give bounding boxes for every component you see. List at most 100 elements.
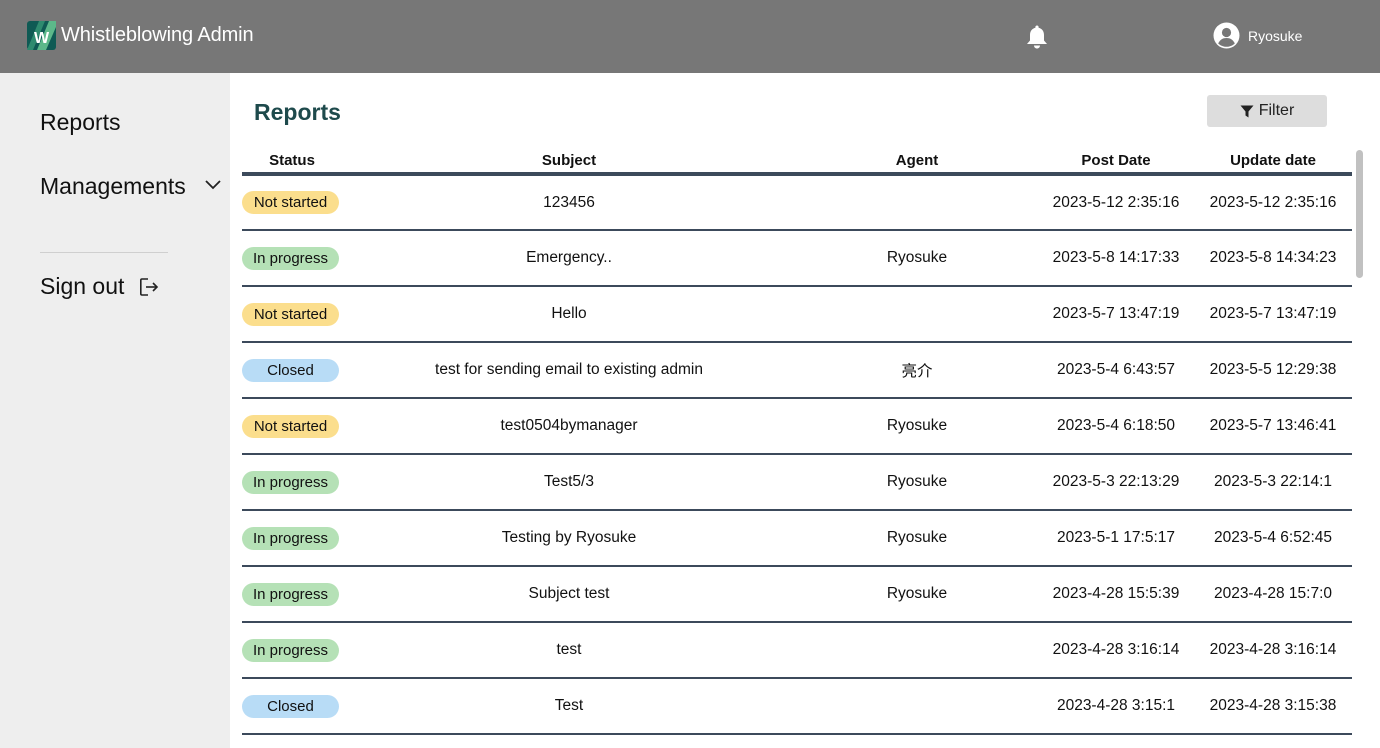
status-cell: Not started — [242, 398, 342, 455]
status-cell: Not started — [242, 286, 342, 343]
update-date-cell: 2023-5-7 13:46:41 — [1194, 398, 1352, 455]
post-date-cell: 2023-5-3 22:13:29 — [1038, 454, 1194, 511]
status-cell: In progress — [242, 454, 342, 511]
filter-button[interactable]: Filter — [1207, 95, 1327, 127]
subject-cell: Testing by Ryosuke — [342, 510, 796, 567]
subject-cell: 123456 — [342, 174, 796, 231]
agent-cell — [796, 678, 1038, 735]
status-cell: In progress — [242, 566, 342, 623]
post-date-cell: 2023-4-28 3:16:14 — [1038, 622, 1194, 679]
table-row[interactable]: Not started 123456 2023-5-12 2:35:16 202… — [242, 174, 1352, 231]
table-row[interactable]: In progress Test5/3 Ryosuke 2023-5-3 22:… — [242, 454, 1352, 511]
agent-cell — [796, 174, 1038, 231]
agent-cell — [796, 622, 1038, 679]
status-cell: Not started — [242, 174, 342, 231]
user-name: Ryosuke — [1248, 27, 1303, 44]
vertical-scrollbar[interactable] — [1354, 146, 1366, 748]
subject-cell: test — [342, 622, 796, 679]
post-date-cell: 2023-5-7 13:47:19 — [1038, 286, 1194, 343]
user-circle-icon — [1213, 22, 1240, 49]
status-cell: In progress — [242, 230, 342, 287]
status-cell: In progress — [242, 622, 342, 679]
post-date-cell: 2023-5-12 2:35:16 — [1038, 174, 1194, 231]
sidebar-item-label: Sign out — [40, 273, 125, 299]
table-row[interactable]: Closed test for sending email to existin… — [242, 342, 1352, 399]
status-badge: Closed — [242, 694, 339, 718]
subject-cell: Subject test — [342, 566, 796, 623]
user-menu[interactable]: Ryosuke — [1213, 22, 1302, 49]
sidebar-item-sign-out[interactable]: Sign out — [40, 273, 160, 300]
bell-icon — [1027, 25, 1047, 49]
chevron-down-icon — [205, 180, 221, 190]
subject-cell: Test5/3 — [342, 454, 796, 511]
subject-cell: test0504bymanager — [342, 398, 796, 455]
scrollbar-thumb[interactable] — [1356, 150, 1363, 278]
sidebar-item-reports[interactable]: Reports — [40, 109, 121, 135]
post-date-cell: 2023-4-28 3:15:1 — [1038, 678, 1194, 735]
agent-cell: 亮介 — [796, 342, 1038, 399]
status-badge: Not started — [242, 414, 339, 438]
subject-cell: Test — [342, 678, 796, 735]
sidebar-item-label: Managements — [40, 173, 186, 199]
table-row[interactable]: In progress test 2023-4-28 3:16:14 2023-… — [242, 622, 1352, 679]
sidebar: Reports Managements Sign out — [0, 73, 230, 748]
agent-cell: Ryosuke — [796, 398, 1038, 455]
status-cell: Closed — [242, 342, 342, 399]
table-row[interactable]: Closed Test 2023-4-28 3:15:1 2023-4-28 3… — [242, 678, 1352, 735]
sidebar-divider — [40, 252, 168, 253]
table-row[interactable]: In progress Subject test Ryosuke 2023-4-… — [242, 566, 1352, 623]
status-badge: Not started — [242, 191, 339, 214]
post-date-cell: 2023-4-28 15:5:39 — [1038, 566, 1194, 623]
agent-cell — [796, 286, 1038, 343]
update-date-cell: 2023-4-28 3:16:14 — [1194, 622, 1352, 679]
status-badge: Not started — [242, 302, 339, 326]
agent-cell: Ryosuke — [796, 566, 1038, 623]
status-cell: Closed — [242, 678, 342, 735]
table-header-row: Status Subject Agent Post Date Update da… — [242, 149, 1352, 176]
update-date-cell: 2023-4-28 3:15:38 — [1194, 678, 1352, 735]
status-badge: In progress — [242, 638, 339, 662]
subject-cell: Hello — [342, 286, 796, 343]
column-header-post-date[interactable]: Post Date — [1038, 149, 1194, 176]
main-content: Reports Filter Status Subject Agent Post… — [230, 73, 1380, 748]
funnel-icon — [1240, 105, 1254, 117]
notifications-button[interactable] — [1024, 22, 1050, 52]
post-date-cell: 2023-5-4 6:18:50 — [1038, 398, 1194, 455]
table-row[interactable]: In progress Emergency.. Ryosuke 2023-5-8… — [242, 230, 1352, 287]
top-bar: W Whistleblowing Admin Ryosuke — [0, 0, 1380, 73]
column-header-subject[interactable]: Subject — [342, 149, 796, 176]
filter-label: Filter — [1258, 102, 1295, 119]
agent-cell: Ryosuke — [796, 230, 1038, 287]
brand[interactable]: W Whistleblowing Admin — [27, 21, 254, 50]
status-badge: In progress — [242, 470, 339, 494]
update-date-cell: 2023-5-3 22:14:1 — [1194, 454, 1352, 511]
post-date-cell: 2023-5-8 14:17:33 — [1038, 230, 1194, 287]
post-date-cell: 2023-5-1 17:5:17 — [1038, 510, 1194, 567]
status-badge: In progress — [242, 526, 339, 550]
update-date-cell: 2023-5-5 12:29:38 — [1194, 342, 1352, 399]
app-name: Whistleblowing Admin — [61, 24, 254, 46]
column-header-status[interactable]: Status — [242, 149, 342, 176]
ww-logo-icon: W — [27, 21, 56, 50]
table-row[interactable]: Not started Hello 2023-5-7 13:47:19 2023… — [242, 286, 1352, 343]
status-badge: In progress — [242, 582, 339, 606]
update-date-cell: 2023-5-4 6:52:45 — [1194, 510, 1352, 567]
status-badge: Closed — [242, 358, 339, 382]
column-header-agent[interactable]: Agent — [796, 149, 1038, 176]
svg-text:W: W — [34, 30, 50, 47]
column-header-update-date[interactable]: Update date — [1194, 149, 1352, 176]
update-date-cell: 2023-5-8 14:34:23 — [1194, 230, 1352, 287]
sign-out-icon — [140, 277, 159, 296]
subject-cell: test for sending email to existing admin — [342, 342, 796, 399]
reports-table: Status Subject Agent Post Date Update da… — [242, 149, 1352, 735]
table-row[interactable]: In progress Testing by Ryosuke Ryosuke 2… — [242, 510, 1352, 567]
status-cell: In progress — [242, 510, 342, 567]
page-title: Reports — [254, 99, 341, 125]
update-date-cell: 2023-4-28 15:7:0 — [1194, 566, 1352, 623]
post-date-cell: 2023-5-4 6:43:57 — [1038, 342, 1194, 399]
sidebar-item-managements[interactable]: Managements — [40, 173, 225, 200]
table-row[interactable]: Not started test0504bymanager Ryosuke 20… — [242, 398, 1352, 455]
update-date-cell: 2023-5-12 2:35:16 — [1194, 174, 1352, 231]
status-badge: In progress — [242, 246, 339, 270]
subject-cell: Emergency.. — [342, 230, 796, 287]
